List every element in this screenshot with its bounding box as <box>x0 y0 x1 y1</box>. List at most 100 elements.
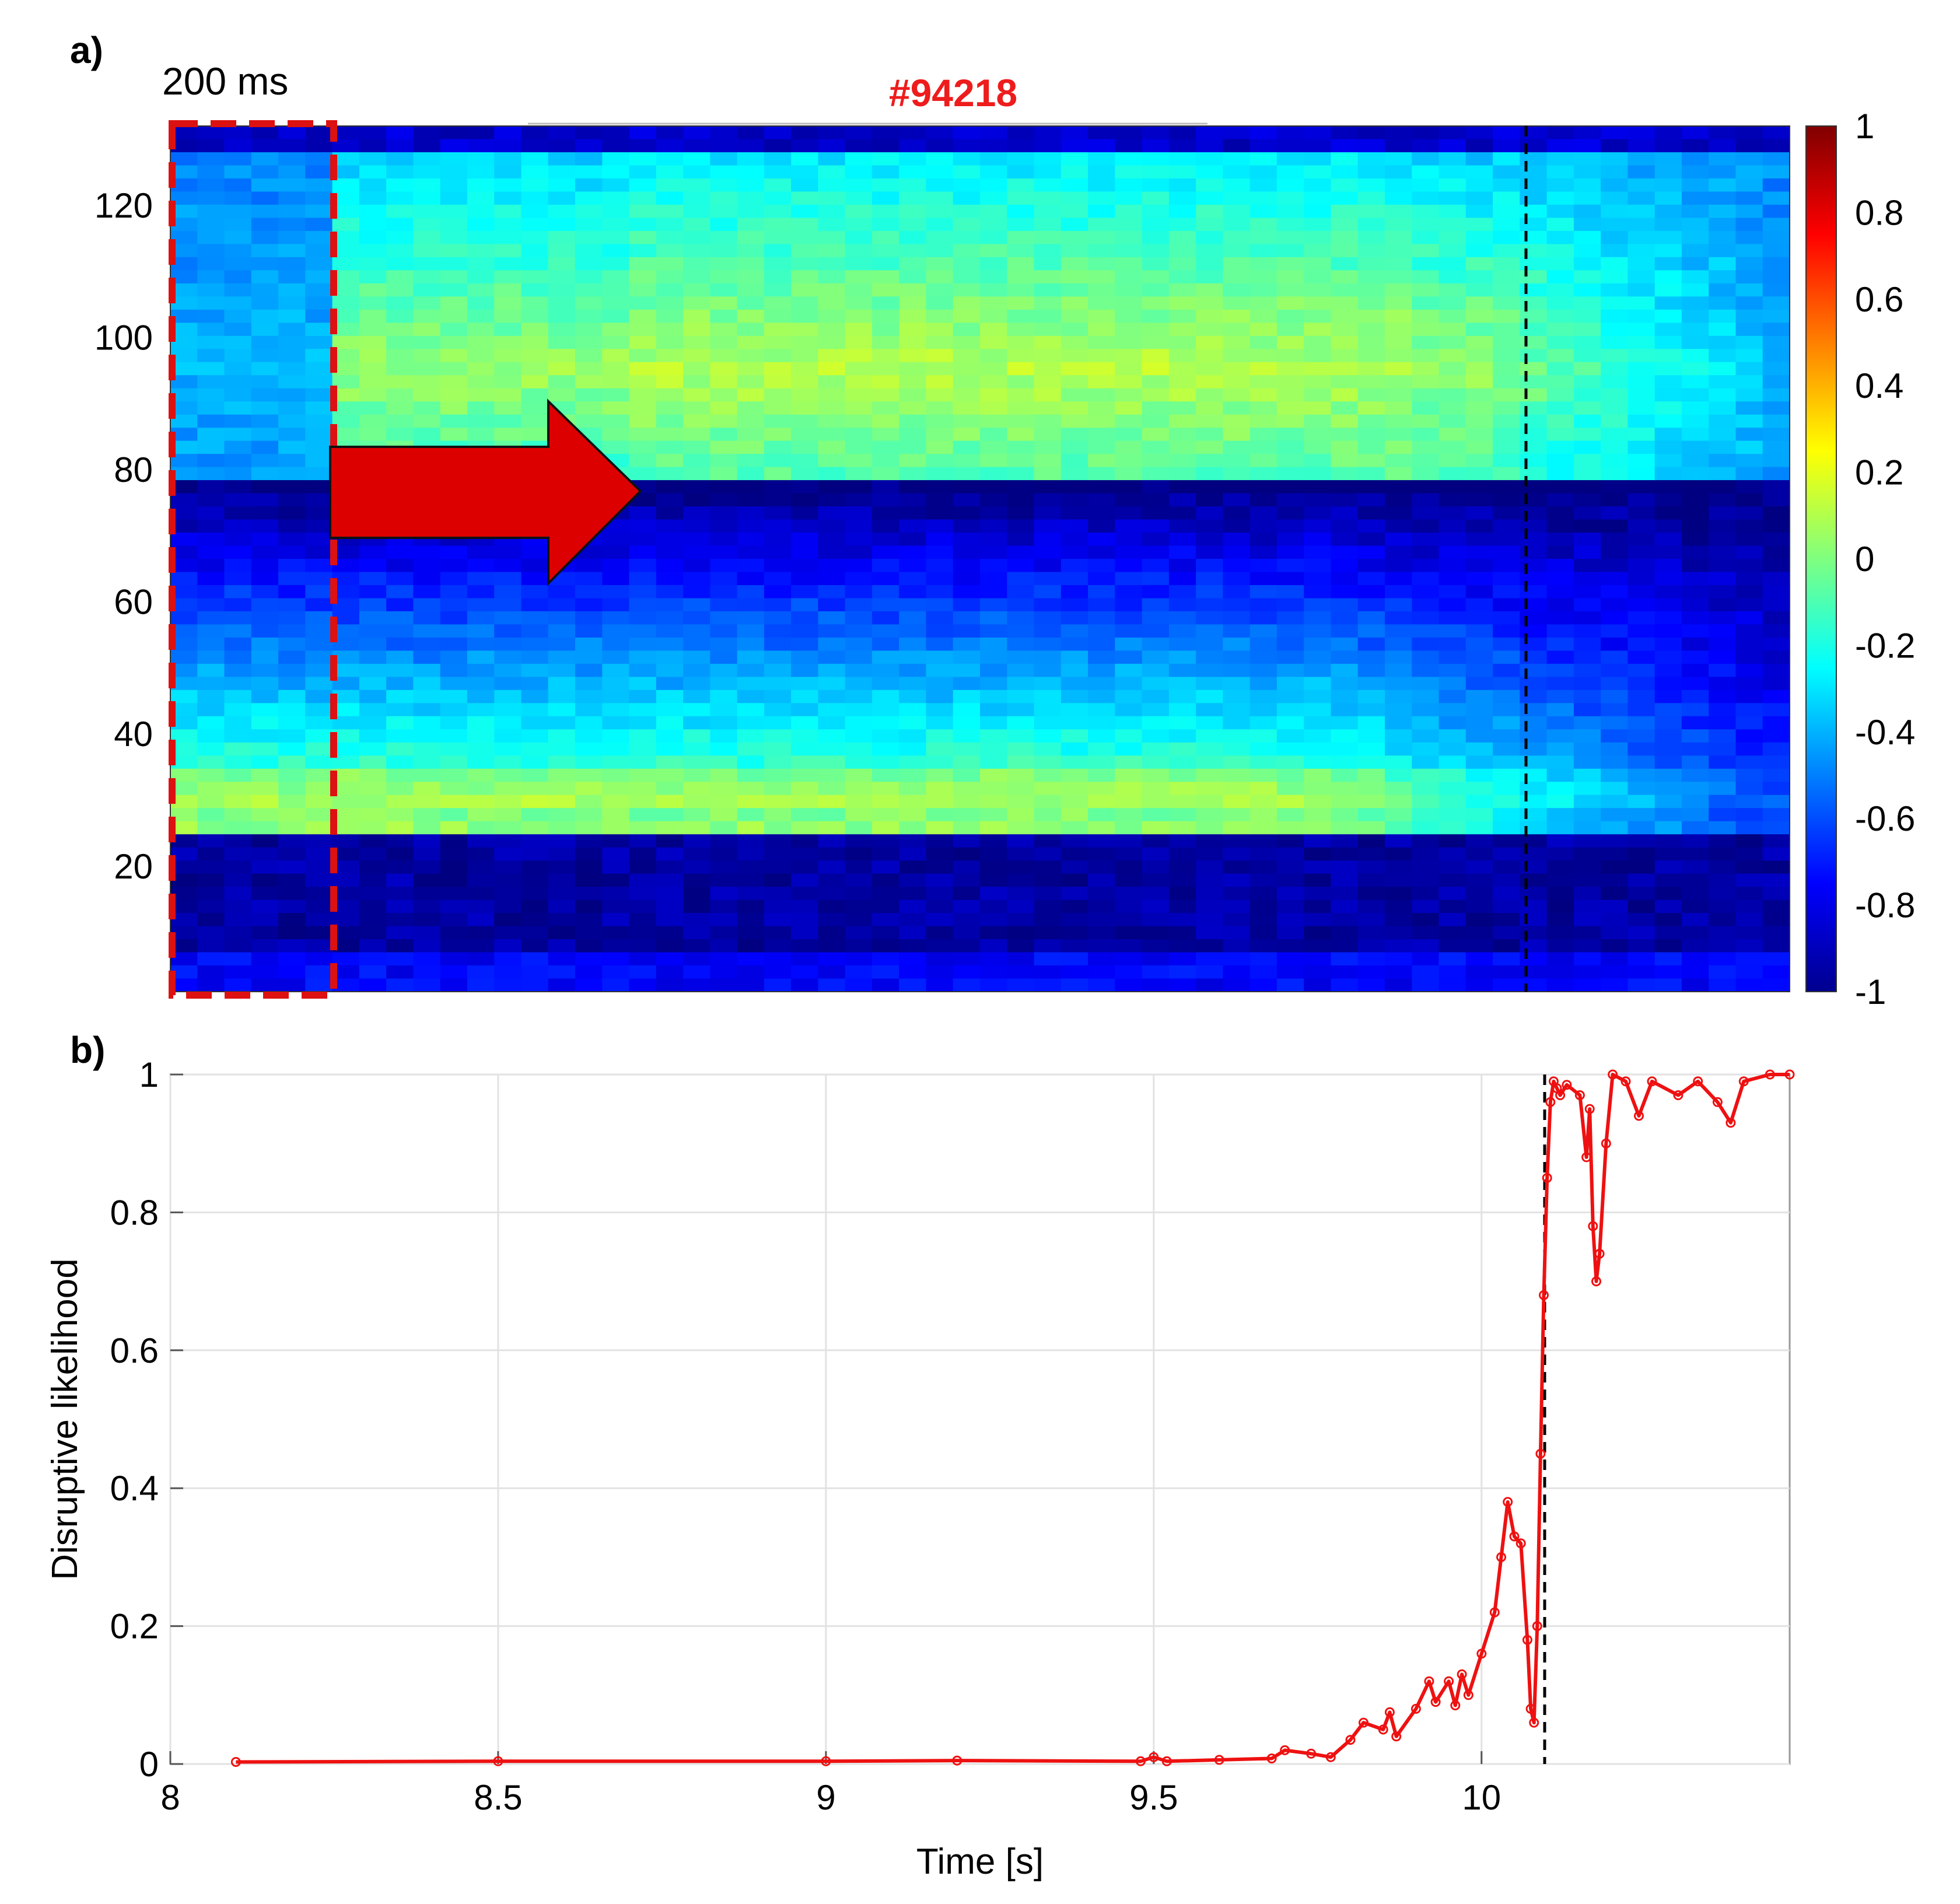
heatmap-cell <box>1223 572 1251 586</box>
heatmap-cell <box>1276 690 1304 704</box>
heatmap-cell <box>1493 323 1521 337</box>
heatmap-cell <box>359 270 387 284</box>
heatmap-cell <box>1276 545 1304 559</box>
heatmap-cell <box>1709 677 1737 691</box>
heatmap-cell <box>1060 847 1088 861</box>
heatmap-cell <box>305 440 333 454</box>
heatmap-cell <box>656 388 684 402</box>
heatmap-cell <box>629 309 657 324</box>
heatmap-cell <box>278 493 306 507</box>
heatmap-cell <box>332 768 360 783</box>
heatmap-cell <box>1276 309 1304 324</box>
y-tick-label: 0.8 <box>110 1193 159 1232</box>
heatmap-cell <box>953 309 981 324</box>
heatmap-cell <box>1223 939 1251 953</box>
heatmap-cell <box>413 230 441 245</box>
heatmap-cell <box>845 847 873 861</box>
heatmap-cell <box>710 847 738 861</box>
heatmap-cell <box>899 755 927 769</box>
heatmap-cell <box>872 244 900 258</box>
heatmap-cell <box>710 624 738 638</box>
heatmap-cell <box>980 218 1008 232</box>
heatmap-cell <box>332 598 360 612</box>
heatmap-cell <box>1438 493 1466 507</box>
heatmap-cell <box>1601 637 1629 652</box>
heatmap-cell <box>1628 257 1656 271</box>
heatmap-cell <box>980 309 1008 324</box>
heatmap-cell <box>521 375 549 389</box>
heatmap-cell <box>1601 191 1629 205</box>
heatmap-cell <box>1304 349 1332 363</box>
heatmap-cell <box>1412 204 1440 219</box>
heatmap-cell <box>1681 978 1709 992</box>
heatmap-cell <box>1628 204 1656 219</box>
heatmap-cell <box>278 794 306 808</box>
heatmap-cell <box>1654 440 1682 454</box>
heatmap-cell <box>251 440 279 454</box>
heatmap-cell <box>1438 585 1466 599</box>
heatmap-cell <box>1654 362 1682 376</box>
heatmap-cell <box>710 663 738 678</box>
heatmap-cell <box>1168 716 1196 730</box>
heatmap-cell <box>1709 480 1737 494</box>
heatmap-cell <box>899 703 927 717</box>
heatmap-cell <box>1168 467 1196 481</box>
heatmap-cell <box>629 768 657 783</box>
heatmap-cell <box>1142 559 1170 573</box>
heatmap-cell <box>1412 414 1440 428</box>
heatmap-cell <box>1438 428 1466 442</box>
heatmap-cell <box>1088 230 1116 245</box>
heatmap-cell <box>1331 900 1359 914</box>
heatmap-cell <box>170 913 198 927</box>
heatmap-cell <box>197 349 225 363</box>
heatmap-cell <box>710 335 738 350</box>
heatmap-cell <box>305 296 333 310</box>
heatmap-cell <box>251 860 279 874</box>
heatmap-cell <box>1601 873 1629 887</box>
heatmap-cell <box>1142 847 1170 861</box>
likelihood-point <box>952 1755 963 1766</box>
heatmap-cell <box>1709 611 1737 625</box>
heatmap-cell <box>1546 519 1574 533</box>
heatmap-cell <box>359 349 387 363</box>
heatmap-cell <box>386 821 414 835</box>
heatmap-cell <box>278 218 306 232</box>
heatmap-cell <box>413 939 441 953</box>
heatmap-cell <box>1142 808 1170 822</box>
heatmap-cell <box>1115 768 1143 783</box>
heatmap-cell <box>737 349 765 363</box>
heatmap-cell <box>818 624 846 638</box>
heatmap-cell <box>386 755 414 769</box>
heatmap-cell <box>1357 808 1385 822</box>
heatmap-cell <box>818 913 846 927</box>
heatmap-cell <box>602 309 630 324</box>
heatmap-cell <box>1465 323 1493 337</box>
heatmap-cell <box>683 690 711 704</box>
heatmap-cell <box>1681 401 1709 415</box>
heatmap-cell <box>1601 480 1629 494</box>
heatmap-cell <box>872 349 900 363</box>
heatmap-cell <box>1115 165 1143 179</box>
heatmap-cell <box>1438 572 1466 586</box>
heatmap-cell <box>629 716 657 730</box>
heatmap-cell <box>1060 152 1088 166</box>
heatmap-cell <box>1465 375 1493 389</box>
heatmap-cell <box>548 283 576 298</box>
heatmap-cell <box>1735 887 1763 901</box>
heatmap-cell <box>1250 821 1278 835</box>
heatmap-cell <box>1250 519 1278 533</box>
heatmap-cell <box>1493 637 1521 652</box>
heatmap-cell <box>1762 755 1790 769</box>
heatmap-cell <box>197 677 225 691</box>
heatmap-cell <box>656 204 684 219</box>
heatmap-cell <box>1304 729 1332 743</box>
heatmap-cell <box>170 808 198 822</box>
heatmap-cell <box>791 598 819 612</box>
heatmap-cell <box>602 703 630 717</box>
heatmap-cell <box>1762 900 1790 914</box>
heatmap-cell <box>1762 545 1790 559</box>
likelihood-point <box>1489 1607 1500 1618</box>
heatmap-cell <box>818 139 846 153</box>
heatmap-cell <box>1304 847 1332 861</box>
likelihood-series-points <box>230 1069 1795 1767</box>
